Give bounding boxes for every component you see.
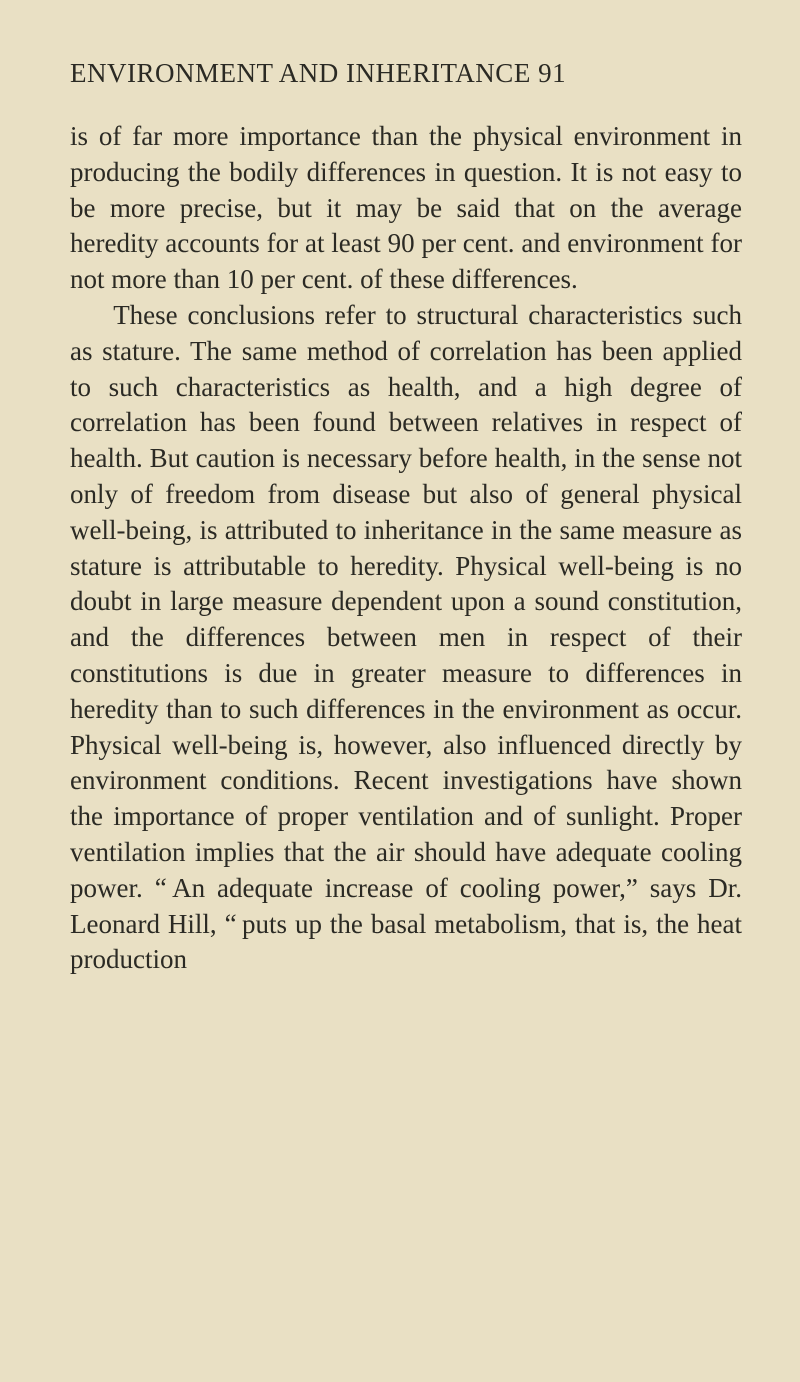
running-title: ENVIRONMENT AND INHERITANCE (70, 58, 531, 88)
body-paragraph-2: These conclusions refer to structural ch… (70, 298, 742, 978)
running-header: ENVIRONMENT AND INHERITANCE 91 (70, 58, 742, 89)
page-number: 91 (538, 58, 566, 88)
body-paragraph-1: is of far more importance than the physi… (70, 119, 742, 298)
scanned-page: ENVIRONMENT AND INHERITANCE 91 is of far… (0, 0, 800, 1382)
